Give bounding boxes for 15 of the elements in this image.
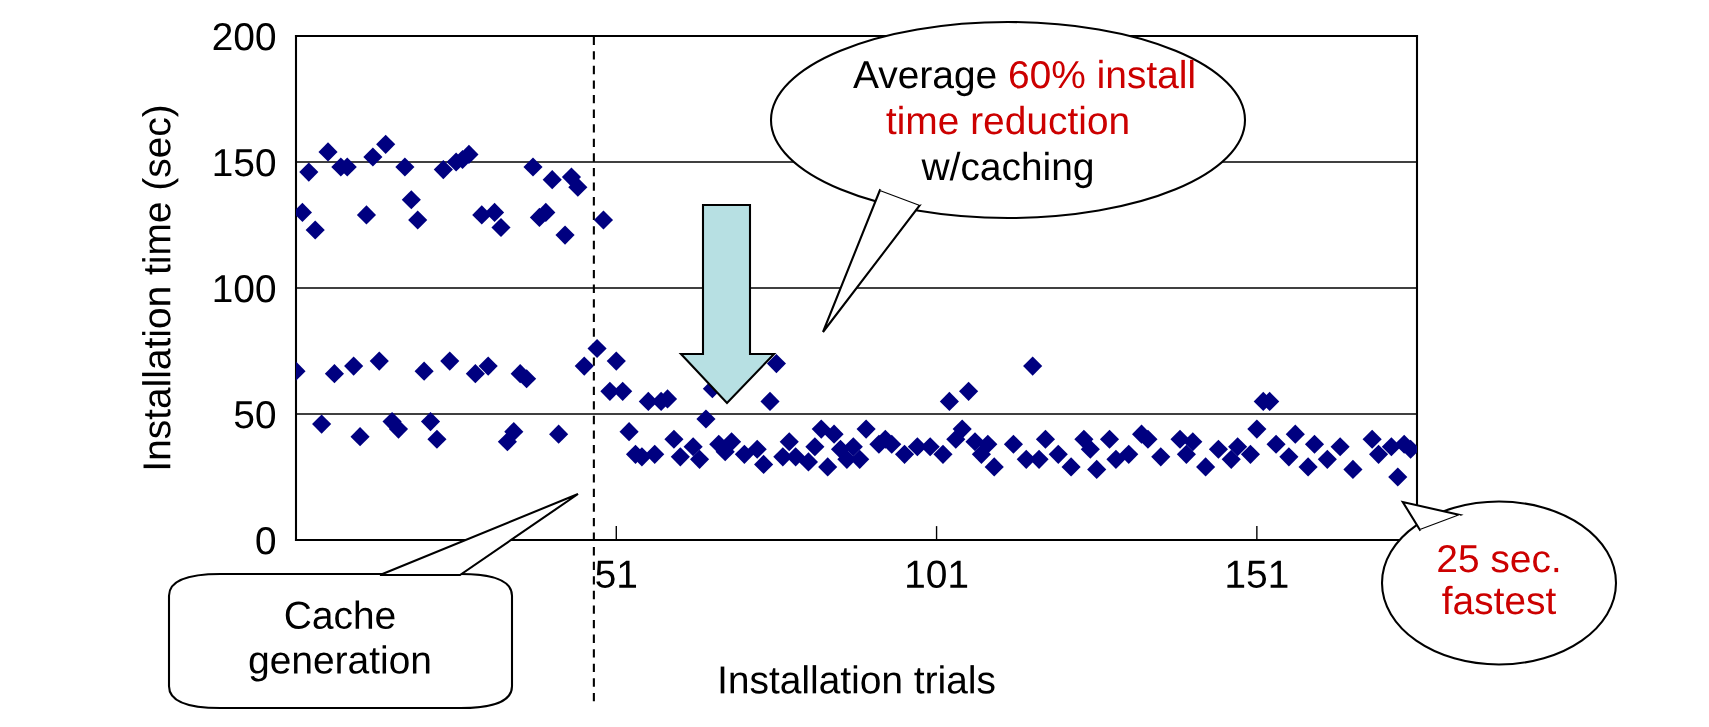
y-tick-label: 200 <box>213 22 276 51</box>
y-tick-label: 50 <box>234 400 276 429</box>
y-axis-title: Installation time (sec) <box>142 106 179 469</box>
x-tick-label: 51 <box>596 560 637 589</box>
text: Cache generation <box>249 600 430 682</box>
y-tick-label: 150 <box>214 148 276 177</box>
y-tick-label: 0 <box>256 526 276 555</box>
y-tick-label: 100 <box>214 274 276 303</box>
annotation: Average 60% install <box>853 59 1194 97</box>
x-tick-label: 151 <box>1227 560 1288 589</box>
annotation: w/caching <box>921 151 1092 189</box>
annotation: 25 sec. fastest <box>1438 544 1559 615</box>
annotation: time reduction <box>886 105 1128 135</box>
x-tick-label: 101 <box>907 560 968 589</box>
x-axis-title: Installation trials <box>720 665 995 694</box>
